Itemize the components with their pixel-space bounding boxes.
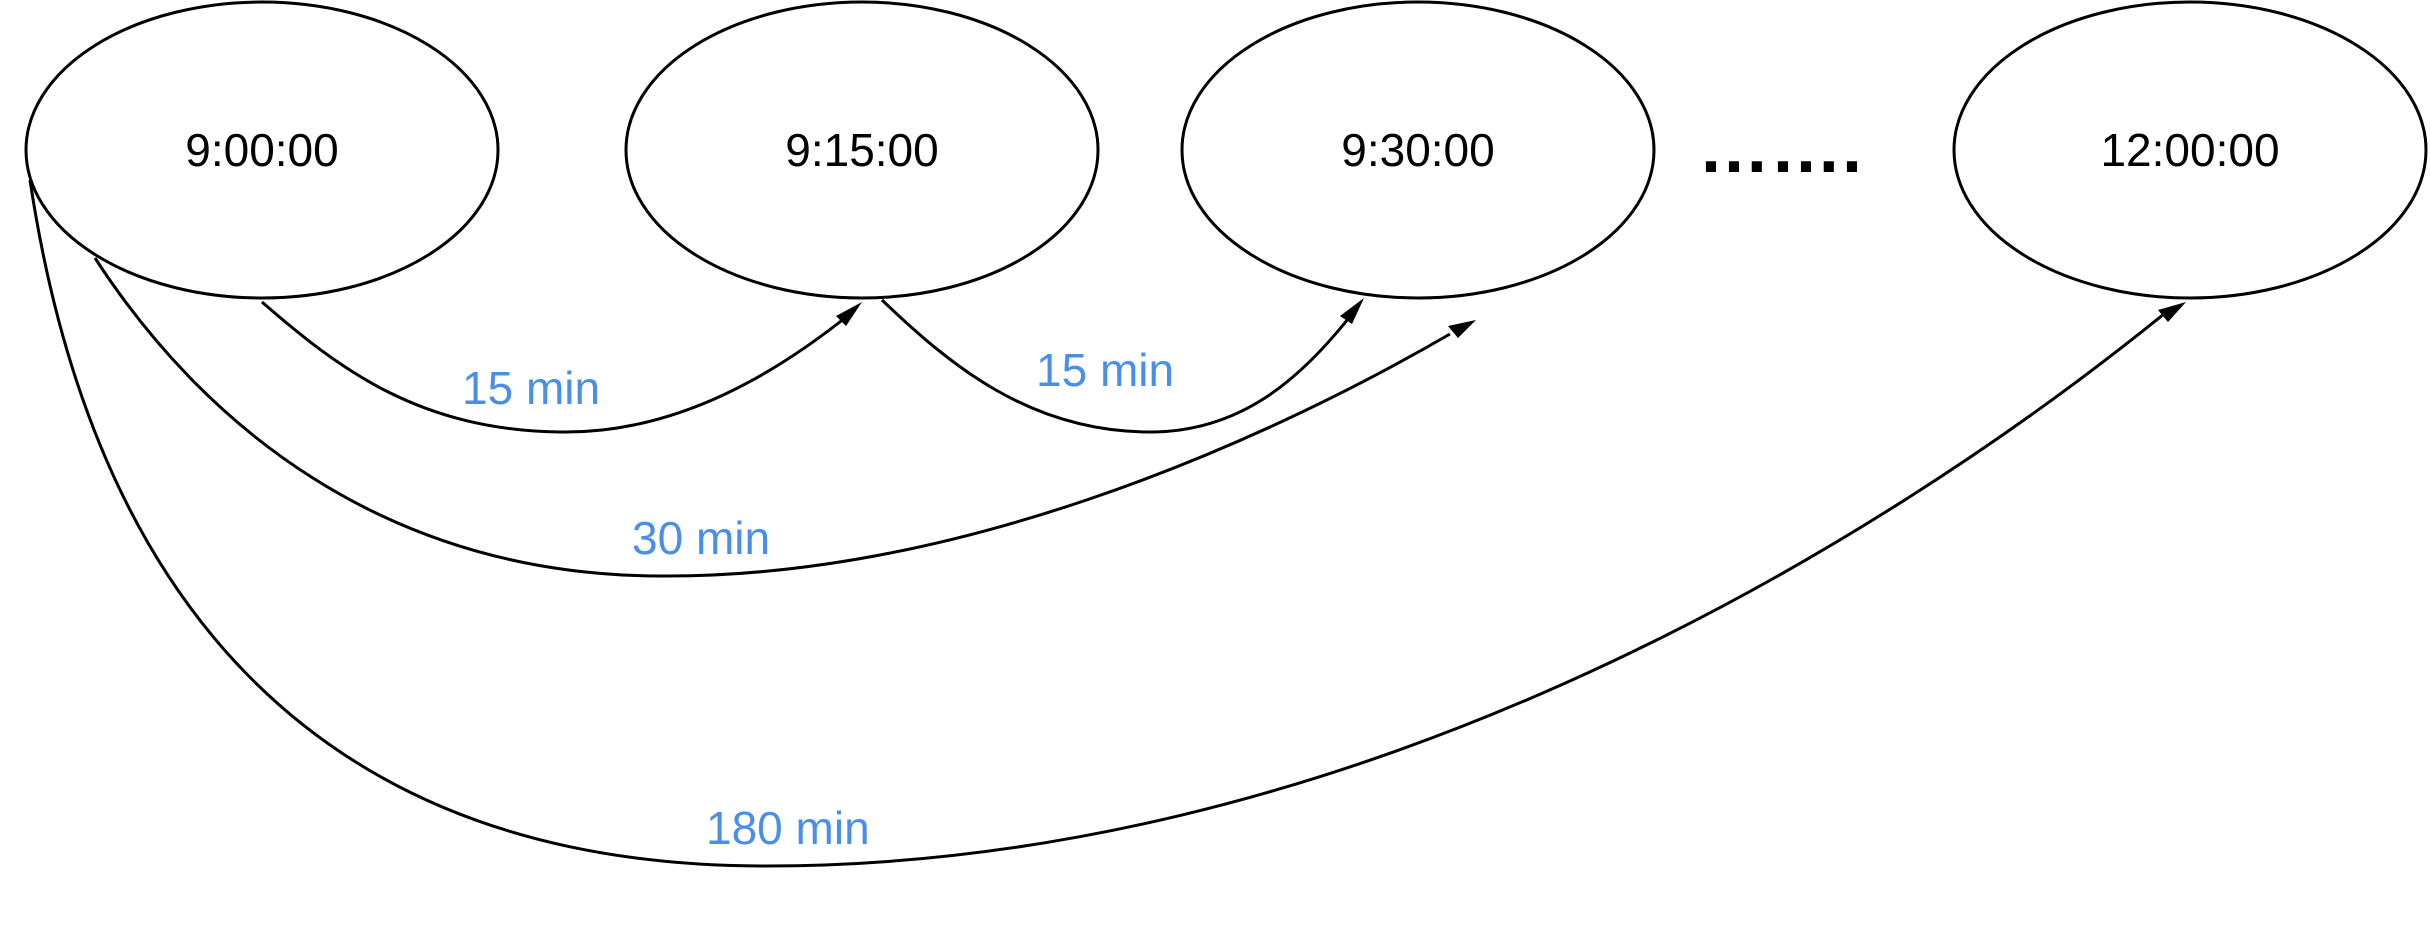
node-12-00-00: 12:00:00	[1952, 0, 2428, 300]
arrowhead-icon	[2158, 302, 2186, 322]
edge-9-00-to-9-15	[261, 300, 851, 434]
arrowhead-icon	[1340, 298, 1364, 324]
edge-labels: 15 min 15 min 30 min 180 min	[462, 344, 1174, 854]
edge-label-9-15-to-9-30: 15 min	[1036, 344, 1174, 396]
node-label: 9:15:00	[785, 124, 938, 176]
node-9-00-00: 9:00:00	[24, 0, 500, 300]
edge-label-9-00-to-9-30: 30 min	[632, 512, 770, 564]
arrowhead-icon	[836, 302, 862, 326]
edge-label-9-00-to-9-15: 15 min	[462, 362, 600, 414]
node-label: 9:00:00	[185, 124, 338, 176]
node-label: 9:30:00	[1341, 124, 1494, 176]
edge-9-00-to-9-30	[93, 257, 1451, 578]
node-9-30-00: 9:30:00	[1180, 0, 1656, 300]
edges	[28, 179, 2186, 868]
arrowhead-icon	[1448, 320, 1476, 338]
node-9-15-00: 9:15:00	[624, 0, 1100, 300]
edge-9-00-to-12-00	[28, 179, 2165, 868]
node-label: 12:00:00	[2100, 124, 2279, 176]
ellipsis-indicator: …….	[1698, 108, 1862, 188]
nodes: 9:00:00 9:15:00 9:30:00 12:00:00	[24, 0, 2428, 300]
edge-label-9-00-to-12-00: 180 min	[706, 802, 870, 854]
edge-9-15-to-9-30	[880, 298, 1354, 434]
